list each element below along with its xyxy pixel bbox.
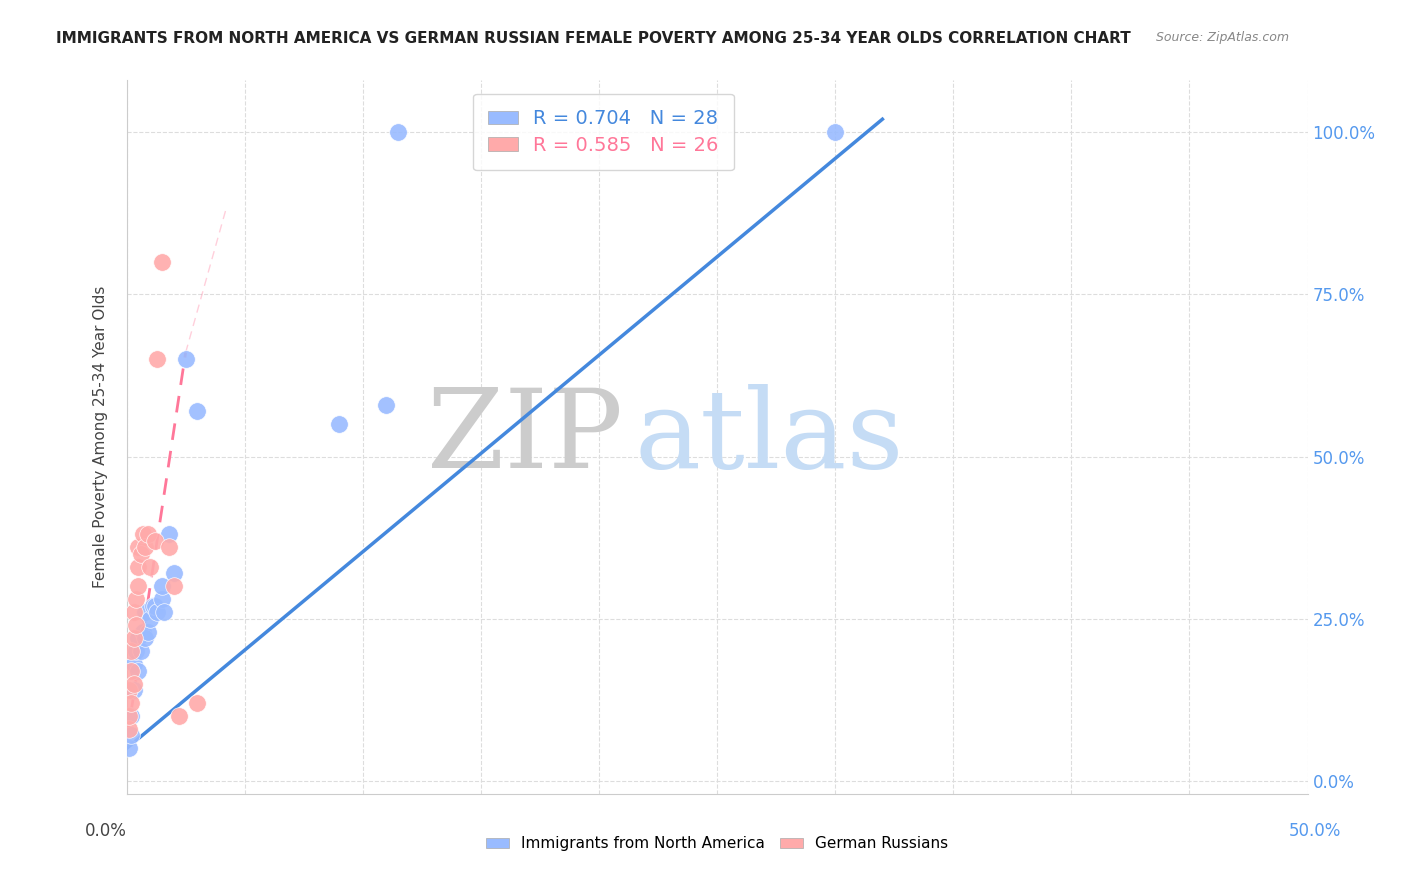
Text: IMMIGRANTS FROM NORTH AMERICA VS GERMAN RUSSIAN FEMALE POVERTY AMONG 25-34 YEAR : IMMIGRANTS FROM NORTH AMERICA VS GERMAN … bbox=[56, 31, 1130, 46]
Point bbox=[122, 683, 145, 698]
Point bbox=[129, 644, 152, 658]
Point bbox=[136, 624, 159, 639]
Text: atlas: atlas bbox=[634, 384, 904, 491]
Text: Source: ZipAtlas.com: Source: ZipAtlas.com bbox=[1156, 31, 1289, 45]
Point bbox=[375, 398, 398, 412]
Point bbox=[120, 664, 142, 678]
Point bbox=[118, 683, 141, 698]
Point bbox=[153, 605, 176, 619]
Point bbox=[132, 527, 155, 541]
Point bbox=[163, 579, 186, 593]
Point bbox=[157, 527, 180, 541]
Point bbox=[824, 125, 846, 139]
Point bbox=[118, 741, 141, 756]
Point bbox=[127, 559, 149, 574]
Point bbox=[120, 709, 142, 723]
Point bbox=[134, 605, 156, 619]
Point bbox=[139, 612, 162, 626]
Point bbox=[141, 599, 163, 613]
Point bbox=[174, 352, 197, 367]
Legend: Immigrants from North America, German Russians: Immigrants from North America, German Ru… bbox=[479, 830, 955, 857]
Point bbox=[134, 631, 156, 645]
Point bbox=[125, 644, 148, 658]
Point bbox=[134, 541, 156, 555]
Point bbox=[157, 541, 180, 555]
Point bbox=[127, 541, 149, 555]
Point bbox=[122, 657, 145, 672]
Point bbox=[136, 527, 159, 541]
Point bbox=[139, 559, 162, 574]
Point bbox=[120, 644, 142, 658]
Point bbox=[143, 533, 166, 548]
Point bbox=[143, 599, 166, 613]
Text: 0.0%: 0.0% bbox=[84, 822, 127, 839]
Point bbox=[120, 729, 142, 743]
Point bbox=[146, 605, 169, 619]
Point bbox=[122, 631, 145, 645]
Point bbox=[120, 696, 142, 710]
Point bbox=[167, 709, 190, 723]
Point bbox=[127, 664, 149, 678]
Y-axis label: Female Poverty Among 25-34 Year Olds: Female Poverty Among 25-34 Year Olds bbox=[93, 286, 108, 588]
Point bbox=[125, 592, 148, 607]
Point bbox=[328, 417, 350, 431]
Point bbox=[122, 605, 145, 619]
Point bbox=[186, 696, 208, 710]
Text: ZIP: ZIP bbox=[426, 384, 623, 491]
Point bbox=[127, 631, 149, 645]
Point bbox=[163, 566, 186, 581]
Text: 50.0%: 50.0% bbox=[1288, 822, 1341, 839]
Point bbox=[125, 618, 148, 632]
Point bbox=[118, 709, 141, 723]
Point bbox=[118, 722, 141, 736]
Point bbox=[150, 592, 173, 607]
Point bbox=[150, 255, 173, 269]
Point bbox=[129, 547, 152, 561]
Point bbox=[127, 579, 149, 593]
Point bbox=[150, 579, 173, 593]
Point bbox=[186, 404, 208, 418]
Point bbox=[387, 125, 409, 139]
Point bbox=[122, 676, 145, 690]
Point bbox=[146, 352, 169, 367]
Point bbox=[132, 624, 155, 639]
